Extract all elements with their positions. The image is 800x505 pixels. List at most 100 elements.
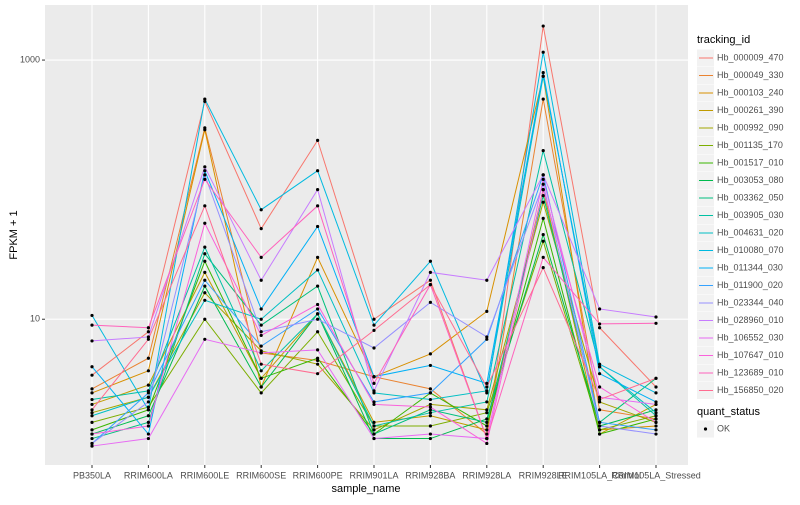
- data-point: [90, 391, 94, 395]
- data-point: [541, 74, 545, 78]
- legend-label: OK: [717, 423, 730, 433]
- data-point: [598, 397, 602, 402]
- data-point: [316, 312, 320, 316]
- data-point: [90, 339, 94, 343]
- data-point: [372, 323, 376, 327]
- data-point: [316, 317, 320, 321]
- legend-label: Hb_000103_240: [717, 87, 784, 97]
- data-point: [541, 255, 545, 259]
- legend-label: Hb_003053_080: [717, 175, 784, 185]
- data-point: [146, 356, 150, 360]
- legend-label: Hb_123689_010: [717, 367, 784, 377]
- data-point: [428, 391, 432, 395]
- data-point: [90, 411, 94, 415]
- data-point: [203, 252, 207, 256]
- y-tick-label: 1000: [20, 54, 40, 64]
- legend-label: Hb_001135_170: [717, 140, 783, 150]
- data-point: [428, 408, 432, 412]
- data-point: [316, 362, 320, 366]
- data-point: [541, 200, 545, 204]
- data-point: [654, 391, 658, 395]
- data-point: [485, 428, 489, 432]
- data-point: [372, 424, 376, 428]
- data-point: [90, 420, 94, 424]
- data-point: [146, 326, 150, 330]
- data-point: [259, 362, 263, 366]
- data-point: [485, 391, 489, 395]
- data-point: [259, 333, 263, 338]
- data-point: [485, 436, 489, 441]
- data-point: [654, 420, 658, 424]
- legend-label: Hb_000992_090: [717, 122, 784, 132]
- legend-label: Hb_000009_470: [717, 52, 784, 62]
- data-point: [90, 436, 94, 441]
- data-point: [146, 383, 150, 387]
- data-point: [485, 335, 489, 339]
- data-point: [598, 408, 602, 412]
- data-point: [372, 428, 376, 432]
- data-point: [541, 193, 545, 198]
- data-point: [203, 97, 207, 101]
- data-point: [259, 344, 263, 348]
- x-tick-label: RRIM105LA_Control: [558, 470, 641, 480]
- data-point: [90, 387, 94, 391]
- data-point: [428, 259, 432, 263]
- legend-swatch: [703, 427, 708, 431]
- data-point: [146, 420, 150, 424]
- data-point: [485, 400, 489, 404]
- data-point: [428, 411, 432, 415]
- legend-title: tracking_id: [697, 34, 750, 46]
- data-point: [203, 245, 207, 249]
- data-point: [372, 317, 376, 321]
- data-point: [598, 395, 602, 399]
- data-point: [428, 363, 432, 368]
- legend-title: quant_status: [697, 406, 760, 418]
- data-point: [146, 400, 150, 404]
- data-point: [485, 278, 489, 282]
- data-point: [203, 204, 207, 208]
- data-point: [372, 420, 376, 424]
- data-point: [485, 420, 489, 424]
- data-point: [541, 50, 545, 54]
- data-point: [90, 323, 94, 327]
- legend-label: Hb_004631_020: [717, 227, 784, 237]
- data-point: [598, 385, 602, 389]
- data-point: [316, 302, 320, 307]
- data-point: [372, 389, 376, 393]
- legend-label: Hb_003362_050: [717, 192, 784, 202]
- data-point: [428, 387, 432, 391]
- data-point: [428, 283, 432, 287]
- data-point: [203, 298, 207, 302]
- data-point: [654, 400, 658, 404]
- x-tick-label: RRIM600LE: [180, 470, 229, 480]
- data-point: [541, 232, 545, 237]
- legend-label: Hb_010080_070: [717, 245, 784, 255]
- data-point: [259, 208, 263, 212]
- data-point: [654, 402, 658, 407]
- data-point: [90, 402, 94, 407]
- data-point: [485, 408, 489, 412]
- data-point: [541, 177, 545, 181]
- legend-label: Hb_023344_040: [717, 297, 784, 307]
- data-point: [259, 330, 263, 334]
- data-point: [259, 307, 263, 311]
- x-tick-label: RRIM928BA: [405, 470, 455, 480]
- data-point: [259, 317, 263, 321]
- data-point: [541, 97, 545, 101]
- data-point: [146, 369, 150, 373]
- data-point: [428, 270, 432, 274]
- data-point: [654, 315, 658, 319]
- data-point: [259, 255, 263, 259]
- data-point: [372, 346, 376, 350]
- data-point: [203, 317, 207, 321]
- x-tick-label: RRIM901LA: [349, 470, 398, 480]
- data-point: [146, 408, 150, 412]
- data-point: [90, 313, 94, 318]
- data-point: [598, 420, 602, 424]
- data-point: [146, 335, 150, 339]
- data-point: [428, 414, 432, 418]
- data-point: [485, 441, 489, 446]
- data-point: [146, 432, 150, 436]
- data-point: [428, 432, 432, 436]
- data-point: [541, 239, 545, 243]
